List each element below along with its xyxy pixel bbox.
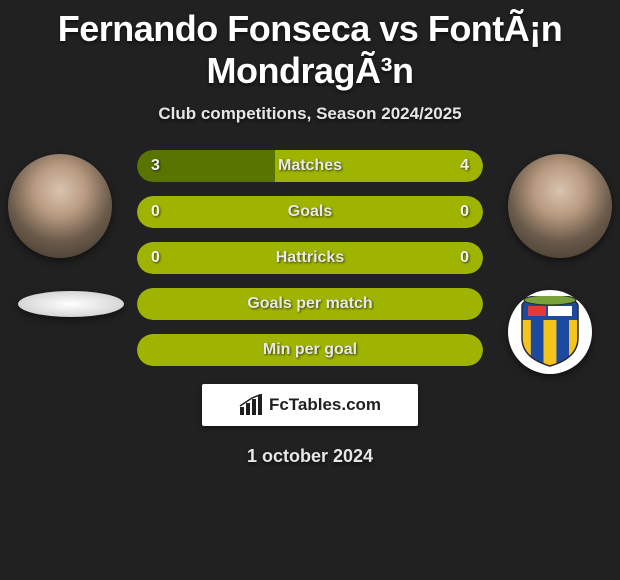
club-left-logo (18, 291, 124, 317)
stat-row: 0 0 Hattricks (137, 242, 483, 274)
stat-value-right: 0 (460, 249, 469, 267)
stat-row: Goals per match (137, 288, 483, 320)
stat-value-left: 0 (151, 203, 160, 221)
stat-value-right: 4 (460, 157, 469, 175)
stat-row: Min per goal (137, 334, 483, 366)
stat-label: Min per goal (263, 341, 357, 359)
stat-row: 3 4 Matches (137, 150, 483, 182)
stat-label: Matches (278, 157, 342, 175)
stat-rows: 3 4 Matches 0 0 Goals 0 0 Hattricks Goals per mat… (137, 146, 483, 366)
chart-icon (239, 394, 263, 416)
stat-value-left: 3 (151, 157, 160, 175)
stat-value-left: 0 (151, 249, 160, 267)
club-right-logo (508, 290, 592, 374)
player-left-avatar (8, 154, 112, 258)
stat-row: 0 0 Goals (137, 196, 483, 228)
brand-badge: FcTables.com (202, 384, 418, 426)
stat-label: Hattricks (276, 249, 344, 267)
stat-value-right: 0 (460, 203, 469, 221)
stat-label: Goals (288, 203, 332, 221)
club-right-crest (508, 290, 592, 374)
subtitle: Club competitions, Season 2024/2025 (0, 96, 620, 146)
stat-label: Goals per match (247, 295, 372, 313)
comparison-panel: 3 4 Matches 0 0 Goals 0 0 Hattricks Goals per mat… (0, 146, 620, 467)
player-right-avatar (508, 154, 612, 258)
brand-text: FcTables.com (269, 395, 381, 415)
date-text: 1 october 2024 (0, 426, 620, 467)
page-title: Fernando Fonseca vs FontÃ¡n MondragÃ³n (0, 0, 620, 96)
